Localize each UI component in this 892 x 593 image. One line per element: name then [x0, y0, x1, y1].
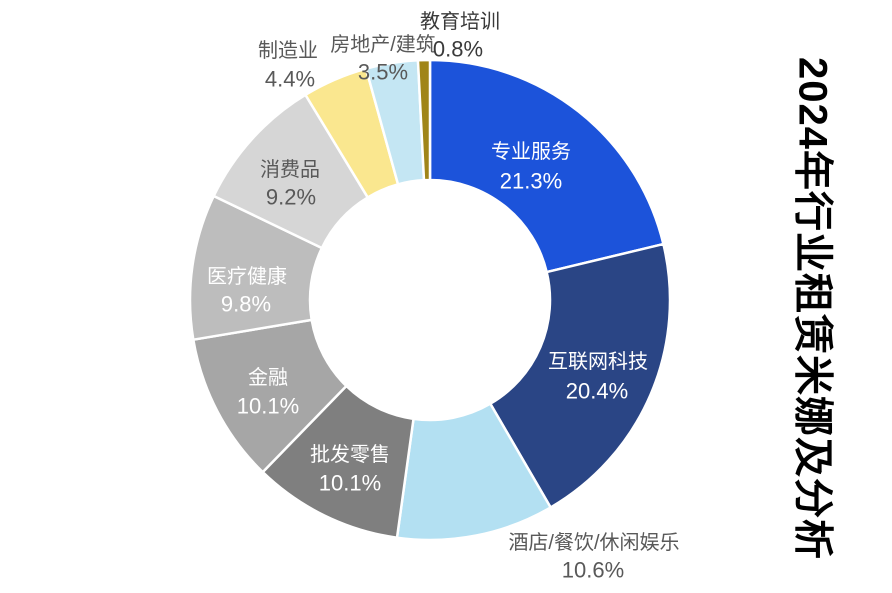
slice-label-0: 专业服务 — [491, 140, 571, 163]
slice-value-1: 20.4% — [566, 379, 628, 404]
slice-value-8: 3.5% — [358, 60, 408, 85]
slice-label-9: 教育培训 — [420, 10, 500, 33]
slice-value-9: 0.8% — [433, 37, 483, 62]
slice-value-4: 10.1% — [237, 394, 299, 419]
slice-label-2: 酒店/餐饮/休闲娱乐 — [508, 531, 679, 554]
slice-value-0: 21.3% — [500, 169, 562, 194]
slice-label-5: 医疗健康 — [207, 265, 287, 288]
slice-label-6: 消费品 — [260, 158, 320, 181]
slice-label-7: 制造业 — [258, 39, 318, 62]
donut-slice-1 — [489, 242, 672, 509]
slice-label-4: 金融 — [248, 366, 288, 389]
donut-slice-0 — [428, 58, 665, 274]
slice-value-3: 10.1% — [319, 471, 381, 496]
slice-label-1: 互联网科技 — [548, 350, 648, 373]
slice-value-2: 10.6% — [562, 558, 624, 583]
slice-label-3: 批发零售 — [310, 443, 390, 466]
slice-value-7: 4.4% — [265, 67, 315, 92]
slice-value-6: 9.2% — [266, 185, 316, 210]
slice-label-8: 房地产/建筑 — [330, 33, 436, 56]
slice-value-5: 9.8% — [221, 292, 271, 317]
chart-vertical-title: 2024年行业租赁米娜及分析 — [790, 57, 835, 560]
donut-slice-9 — [416, 58, 432, 182]
